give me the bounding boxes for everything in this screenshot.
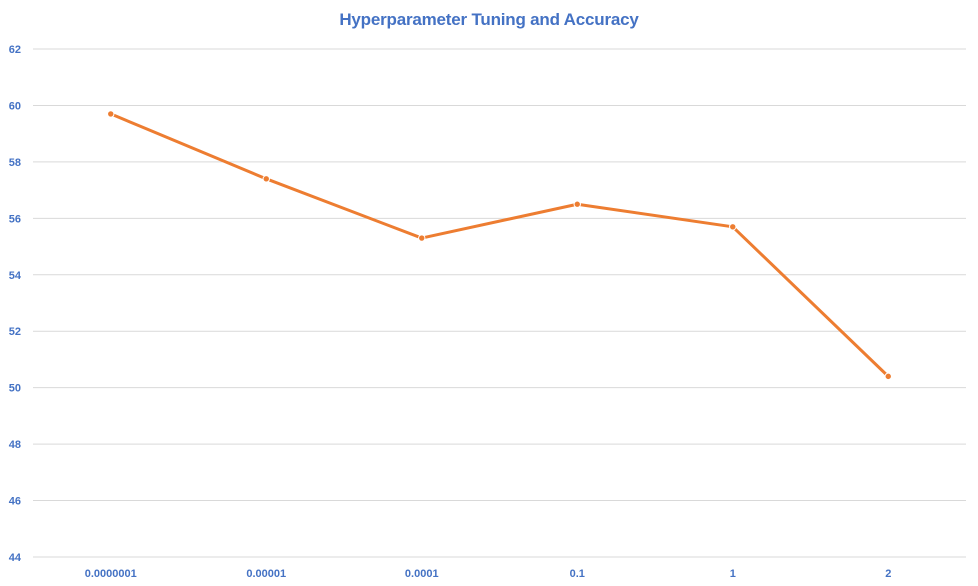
series-layer <box>107 110 892 381</box>
x-tick-label: 0.1 <box>570 568 585 580</box>
gridlines <box>33 48 966 558</box>
series-line <box>109 112 890 378</box>
x-tick-label: 1 <box>730 568 736 580</box>
y-tick-label: 60 <box>9 100 21 112</box>
y-tick-label: 62 <box>9 44 21 56</box>
data-point <box>884 372 892 381</box>
x-tick-label: 0.00001 <box>246 568 286 580</box>
data-point <box>262 175 270 183</box>
y-tick-label: 54 <box>9 270 22 282</box>
y-tick-label: 50 <box>9 383 21 395</box>
y-tick-label: 52 <box>9 326 21 338</box>
y-tick-label: 48 <box>9 439 21 451</box>
y-tick-label: 56 <box>9 213 21 225</box>
data-point <box>729 223 737 231</box>
data-point <box>418 234 426 242</box>
x-tick-label: 0.0001 <box>405 568 439 580</box>
y-tick-label: 58 <box>9 157 21 169</box>
chart-title: Hyperparameter Tuning and Accuracy <box>339 10 639 29</box>
data-point <box>573 200 581 208</box>
y-tick-label: 44 <box>9 552 22 564</box>
y-axis-ticks: 44 46 48 50 52 54 56 58 60 62 <box>9 44 22 564</box>
y-tick-label: 46 <box>9 496 21 508</box>
x-tick-label: 0.0000001 <box>85 568 137 580</box>
x-axis-ticks: 0.0000001 0.00001 0.0001 0.1 1 2 <box>85 568 892 580</box>
data-point <box>107 110 115 118</box>
x-tick-label: 2 <box>885 568 891 580</box>
